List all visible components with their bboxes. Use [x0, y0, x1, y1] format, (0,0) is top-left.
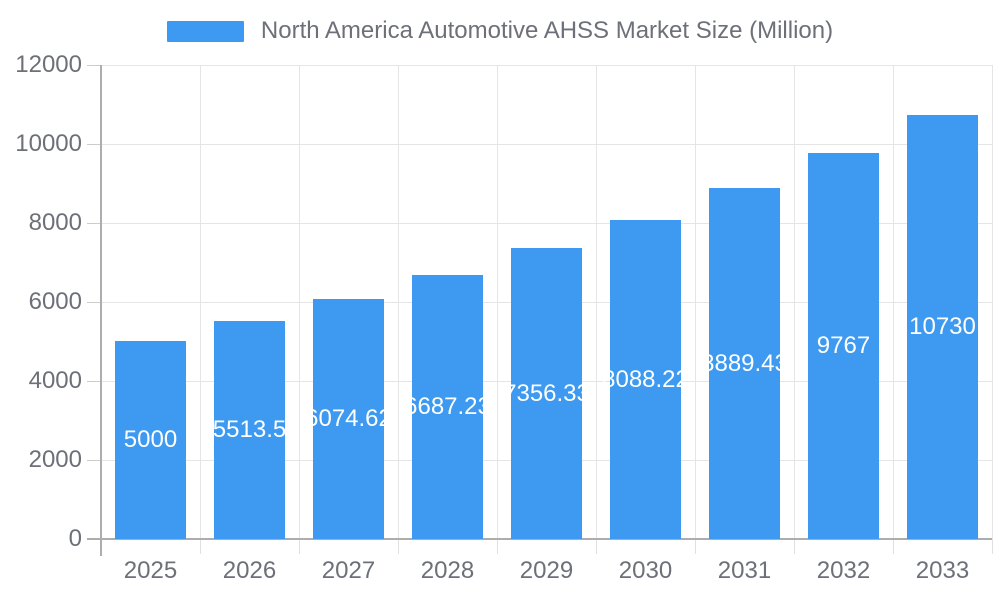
- bar-value-label: 7356.33: [503, 379, 590, 407]
- bar-2031[interactable]: 8889.43: [701, 188, 788, 539]
- x-axis-tick: [695, 539, 696, 554]
- h-gridline: [101, 144, 992, 145]
- x-axis-label: 2025: [123, 557, 178, 584]
- x-axis-tick: [497, 539, 498, 554]
- x-axis-tick: [596, 539, 597, 554]
- bar-2027[interactable]: 6074.62: [305, 299, 392, 539]
- v-gridline: [695, 65, 696, 539]
- bar-2028[interactable]: 6687.23: [404, 275, 491, 539]
- y-axis-tick: [87, 65, 101, 66]
- y-axis-line: [100, 65, 102, 556]
- h-gridline: [101, 223, 992, 224]
- bar-2032[interactable]: 9767: [808, 153, 879, 539]
- y-axis-label: 6000: [28, 288, 82, 315]
- y-axis-tick: [87, 381, 101, 382]
- bar-2030[interactable]: 8088.22: [602, 220, 689, 539]
- y-axis-label: 4000: [28, 367, 82, 394]
- x-axis-label: 2030: [618, 557, 673, 584]
- x-axis-tick: [794, 539, 795, 554]
- bar-value-label: 8889.43: [701, 349, 788, 377]
- bar-value-label: 5513.5: [212, 416, 287, 443]
- x-axis-line: [87, 538, 992, 540]
- v-gridline: [299, 65, 300, 539]
- x-axis-tick: [200, 539, 201, 554]
- bar-value-label: 10730: [909, 313, 976, 340]
- x-axis-label: 2029: [519, 557, 574, 584]
- legend-label: North America Automotive AHSS Market Siz…: [260, 17, 834, 44]
- bar-value-label: 5000: [123, 426, 178, 453]
- bar-value-label: 9767: [816, 332, 871, 359]
- x-axis-label: 2032: [816, 557, 871, 584]
- bar-2025[interactable]: 5000: [115, 341, 186, 539]
- x-axis-label: 2027: [321, 557, 376, 584]
- y-axis-label: 8000: [28, 209, 82, 236]
- x-axis-label: 2031: [717, 557, 772, 584]
- v-gridline: [596, 65, 597, 539]
- y-axis-tick: [87, 460, 101, 461]
- bar-value-label: 6687.23: [404, 393, 491, 420]
- y-axis-tick: [87, 223, 101, 224]
- x-axis-tick: [299, 539, 300, 554]
- y-axis-label: 10000: [15, 130, 82, 157]
- v-gridline: [794, 65, 795, 539]
- legend-swatch: [166, 20, 244, 42]
- bar-2029[interactable]: 7356.33: [503, 248, 590, 539]
- v-gridline: [893, 65, 894, 539]
- v-gridline: [200, 65, 201, 539]
- y-axis-label: 12000: [15, 51, 82, 78]
- legend-item[interactable]: North America Automotive AHSS Market Siz…: [0, 18, 1000, 44]
- bar-value-label: 8088.22: [602, 365, 689, 393]
- x-axis-label: 2033: [915, 557, 970, 584]
- x-axis-tick: [398, 539, 399, 554]
- v-gridline: [992, 65, 993, 539]
- y-axis-label: 0: [68, 525, 82, 552]
- bar-2026[interactable]: 5513.5: [212, 321, 287, 539]
- y-axis-label: 2000: [28, 446, 82, 473]
- h-gridline: [101, 65, 992, 66]
- bar-2033[interactable]: 10730: [907, 115, 978, 539]
- x-axis-tick: [893, 539, 894, 554]
- v-gridline: [497, 65, 498, 539]
- x-axis-label: 2028: [420, 557, 475, 584]
- y-axis-tick: [87, 302, 101, 303]
- y-axis-tick: [87, 144, 101, 145]
- x-axis-tick: [992, 539, 993, 554]
- v-gridline: [398, 65, 399, 539]
- x-axis-label: 2026: [222, 557, 277, 584]
- bar-value-label: 6074.62: [305, 405, 392, 432]
